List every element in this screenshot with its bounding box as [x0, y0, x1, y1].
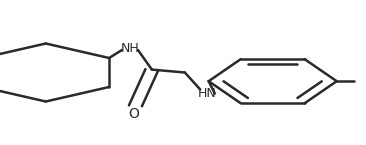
Text: NH: NH — [120, 42, 139, 55]
Text: HN: HN — [197, 87, 216, 100]
Text: O: O — [128, 107, 139, 121]
